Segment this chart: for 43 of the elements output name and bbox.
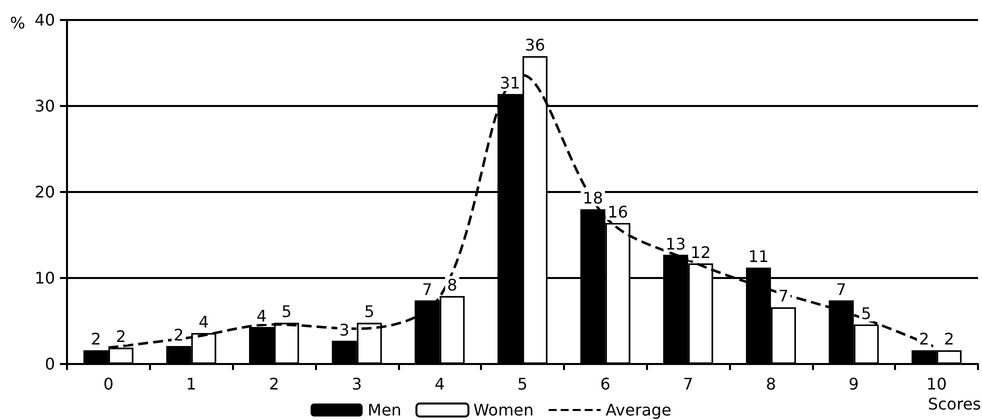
data-label: 2 [918, 330, 930, 349]
x-tick-label: 7 [683, 374, 694, 394]
data-label: 4 [256, 306, 267, 326]
x-tick-label: 0 [103, 374, 114, 394]
data-label: 7 [836, 280, 846, 299]
data-label: 8 [447, 276, 458, 295]
x-tick-label: 1 [186, 374, 196, 394]
x-tick-label: 2 [268, 374, 280, 394]
data-label: 5 [861, 304, 872, 323]
data-label: 7 [778, 286, 789, 306]
data-label: 36 [524, 36, 546, 55]
data-label: 2 [944, 330, 954, 349]
data-label: 2 [90, 330, 102, 349]
data-label: 5 [281, 302, 292, 322]
y-axis-title: % [10, 14, 26, 32]
data-label: 2 [174, 325, 184, 344]
data-label: 4 [198, 312, 209, 332]
x-tick-label: 3 [352, 374, 362, 394]
data-label: 13 [665, 234, 686, 254]
x-tick-label: 6 [600, 374, 610, 394]
y-tick-label: 0 [44, 354, 55, 374]
legend-label: Average [606, 400, 672, 420]
y-tick-label: 40 [34, 10, 55, 30]
x-tick-label: 5 [517, 374, 528, 394]
x-tick-label: 9 [848, 374, 859, 394]
y-tick-label: 20 [34, 182, 55, 202]
legend-label: Men [368, 400, 402, 420]
x-tick-label: 4 [434, 374, 445, 394]
y-tick-label: 10 [34, 268, 55, 288]
data-label: 5 [364, 302, 374, 322]
x-axis-title: Scores [928, 394, 982, 414]
x-tick-label: 8 [766, 374, 776, 394]
data-label: 7 [422, 280, 432, 299]
x-tick-label: 10 [926, 374, 947, 394]
data-label: 18 [582, 188, 603, 208]
data-label: 12 [690, 242, 711, 262]
data-label: 11 [748, 247, 769, 266]
data-label: 2 [116, 327, 126, 346]
data-label: 3 [339, 320, 350, 340]
data-label: 31 [500, 73, 520, 92]
data-label: 16 [608, 202, 628, 222]
legend-label: Women [473, 400, 534, 420]
y-tick-label: 30 [34, 96, 55, 116]
